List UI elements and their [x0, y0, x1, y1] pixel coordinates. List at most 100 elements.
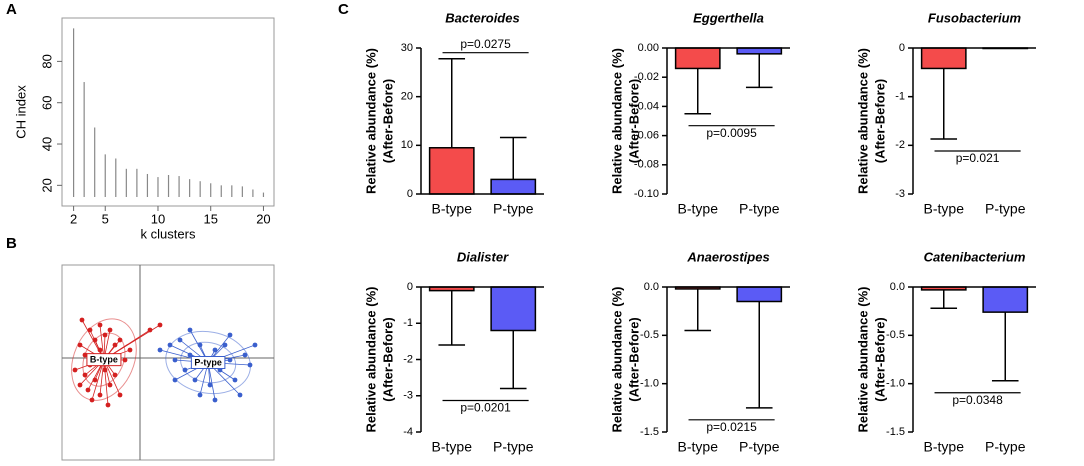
annotation: p=0.0215 — [706, 420, 757, 434]
point — [77, 382, 83, 388]
y-axis-label: Relative abundance (%) — [855, 287, 870, 433]
point — [97, 392, 103, 398]
point — [72, 367, 78, 373]
y-tick-label: -0.04 — [634, 100, 659, 112]
x-tick-label: B-type — [432, 201, 473, 217]
bar — [920, 47, 967, 70]
point — [207, 382, 213, 388]
y-tick-label: 0.00 — [638, 42, 659, 54]
y-axis-label: Relative abundance (%) — [855, 48, 870, 194]
bar — [490, 178, 537, 195]
bar — [428, 147, 475, 195]
y-axis-label: (After-Before) — [626, 79, 641, 164]
x-tick-label: P-type — [739, 439, 780, 455]
point — [197, 392, 203, 398]
x-tick-label: 10 — [151, 211, 165, 226]
point — [247, 362, 253, 368]
confidence-ellipse — [180, 341, 237, 384]
point — [252, 342, 258, 348]
y-tick-label: -1 — [895, 91, 905, 103]
x-tick-label: 2 — [70, 211, 77, 226]
cluster-label: P-type — [194, 357, 222, 367]
point — [107, 327, 113, 333]
x-tick-label: B-type — [678, 439, 719, 455]
x-tick-label: B-type — [432, 439, 473, 455]
bar — [736, 47, 783, 55]
y-axis-label: Relative abundance (%) — [363, 287, 378, 433]
annotation: p=0.0275 — [460, 37, 511, 51]
point — [212, 347, 218, 353]
chart-title: Eggerthella — [693, 10, 764, 25]
annotation: p=0.021 — [956, 151, 1000, 165]
chart-title: Catenibacterium — [924, 249, 1026, 264]
point — [82, 352, 88, 358]
x-tick-label: B-type — [924, 201, 965, 217]
confidence-ellipse — [82, 332, 126, 387]
spoke — [103, 359, 109, 406]
y-tick-label: 10 — [401, 139, 413, 151]
point — [92, 337, 98, 343]
bar — [736, 286, 783, 303]
point — [157, 347, 163, 353]
x-axis-label: k clusters — [141, 226, 196, 241]
bar — [982, 286, 1029, 313]
y-axis-label: (After-Before) — [380, 317, 395, 402]
confidence-ellipse — [165, 330, 251, 395]
y-axis-label: (After-Before) — [872, 317, 887, 402]
point — [157, 322, 163, 328]
x-tick-label: B-type — [924, 439, 965, 455]
panel-label: A — [6, 1, 17, 18]
point — [117, 392, 123, 398]
point — [167, 342, 173, 348]
y-axis-label: (After-Before) — [626, 317, 641, 402]
plot-frame — [61, 264, 275, 461]
point — [187, 327, 193, 333]
y-tick-label: 40 — [39, 137, 54, 151]
y-tick-label: 80 — [39, 54, 54, 68]
point — [227, 332, 233, 338]
y-tick-label: -1.0 — [640, 378, 659, 390]
cluster-label-box — [190, 356, 226, 369]
y-tick-label: 20 — [401, 91, 413, 103]
chart-title: Bacteroides — [445, 10, 519, 25]
point — [177, 337, 183, 343]
point — [147, 327, 153, 333]
y-axis-label: (After-Before) — [380, 79, 395, 164]
point — [232, 377, 238, 383]
cluster-label: B-type — [90, 355, 118, 365]
y-tick-label: 30 — [401, 42, 413, 54]
point — [122, 357, 128, 363]
point — [97, 347, 103, 353]
y-tick-label: -2 — [403, 353, 413, 365]
y-tick-label: -4 — [403, 426, 413, 438]
point — [172, 357, 178, 363]
y-tick-label: -1 — [403, 317, 413, 329]
y-tick-label: 0 — [407, 188, 413, 200]
y-tick-label: 60 — [39, 95, 54, 109]
point — [112, 342, 118, 348]
y-tick-label: -0.5 — [886, 329, 905, 341]
y-tick-label: -3 — [403, 390, 413, 402]
point — [82, 372, 88, 378]
plot-frame — [61, 17, 275, 207]
point — [92, 377, 98, 383]
point — [107, 382, 113, 388]
y-tick-label: 0 — [407, 281, 413, 293]
panel-label: B — [6, 235, 17, 252]
annotation: p=0.0348 — [952, 393, 1003, 407]
point — [79, 317, 85, 323]
chart-title: Anaerostipes — [686, 249, 769, 264]
point — [212, 397, 218, 403]
x-tick-label: B-type — [678, 201, 719, 217]
x-tick-label: 20 — [256, 211, 270, 226]
point — [87, 327, 93, 333]
point — [222, 342, 228, 348]
y-axis-label: Relative abundance (%) — [363, 48, 378, 194]
x-tick-label: P-type — [985, 201, 1026, 217]
point — [112, 372, 118, 378]
point — [102, 332, 108, 338]
panel-label: C — [338, 1, 349, 18]
y-axis-label: CH index — [13, 85, 28, 139]
y-tick-label: -3 — [895, 188, 905, 200]
y-tick-label: -0.5 — [640, 329, 659, 341]
